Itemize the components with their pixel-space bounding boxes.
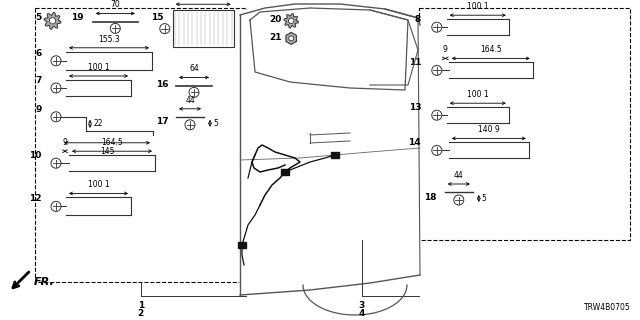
Text: 64: 64: [189, 64, 199, 73]
Text: 7: 7: [35, 76, 42, 85]
Circle shape: [289, 18, 294, 23]
Polygon shape: [284, 14, 298, 28]
Text: 18: 18: [424, 193, 436, 202]
Text: 5: 5: [35, 13, 42, 22]
Bar: [35, 8, 246, 282]
Text: 44: 44: [185, 96, 195, 105]
Text: 19: 19: [70, 13, 83, 22]
Text: 4: 4: [358, 309, 365, 318]
Text: 100 1: 100 1: [467, 2, 488, 11]
Text: 5: 5: [213, 119, 218, 128]
Text: 9: 9: [63, 138, 67, 147]
Text: 5: 5: [482, 194, 486, 203]
Text: 140 9: 140 9: [478, 125, 500, 134]
Text: 164.5: 164.5: [480, 45, 502, 54]
Text: 6: 6: [35, 49, 42, 58]
Circle shape: [289, 36, 294, 41]
Text: 3: 3: [358, 301, 365, 310]
Text: 20: 20: [269, 15, 282, 24]
Text: 12: 12: [29, 194, 42, 204]
Text: 8: 8: [415, 15, 421, 24]
Text: 145: 145: [100, 147, 115, 156]
Circle shape: [49, 18, 56, 24]
Text: TRW4B0705: TRW4B0705: [584, 303, 630, 312]
Bar: [281, 169, 289, 175]
Text: 164.5: 164.5: [101, 138, 123, 147]
Text: 155.3: 155.3: [98, 35, 120, 44]
Text: 15: 15: [150, 13, 163, 22]
Polygon shape: [44, 12, 61, 29]
Text: 2: 2: [138, 309, 144, 318]
Polygon shape: [240, 3, 420, 295]
Text: 16: 16: [156, 80, 168, 89]
Text: 44: 44: [454, 171, 463, 180]
Text: 21: 21: [269, 33, 282, 42]
Text: 17: 17: [156, 117, 168, 126]
Text: FR.: FR.: [34, 277, 54, 287]
Text: 100 1: 100 1: [88, 63, 109, 72]
Text: 100 1: 100 1: [467, 90, 488, 99]
Bar: [173, 10, 234, 47]
Text: 13: 13: [408, 103, 421, 112]
Text: 9: 9: [443, 45, 448, 54]
Bar: [331, 152, 339, 158]
Bar: [238, 242, 246, 248]
Text: 11: 11: [408, 58, 421, 68]
Text: 14: 14: [408, 138, 421, 148]
Text: 10: 10: [29, 151, 42, 160]
Text: 70: 70: [111, 0, 120, 9]
Text: 22: 22: [93, 119, 102, 128]
Bar: [419, 8, 630, 240]
Text: 100 1: 100 1: [88, 180, 109, 189]
Text: 1: 1: [138, 301, 144, 310]
Text: 9: 9: [35, 105, 42, 114]
Polygon shape: [286, 32, 296, 44]
